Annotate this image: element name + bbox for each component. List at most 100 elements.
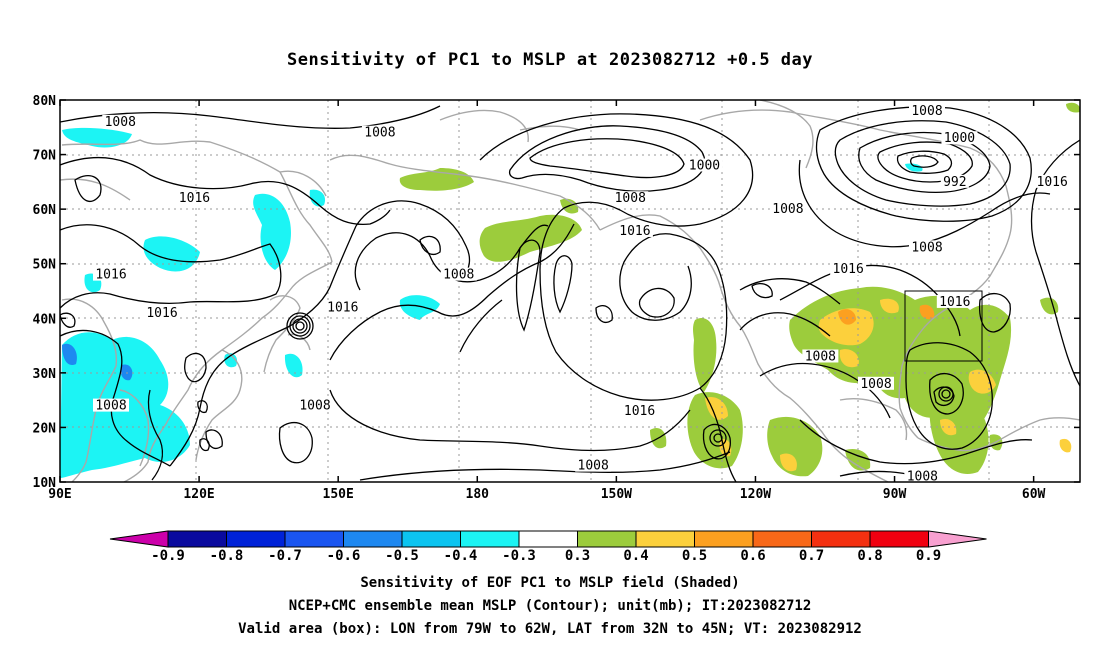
lon-tick-label: 60W bbox=[1022, 487, 1046, 502]
longitude-axis: 90E 120E 150E 180 150W 120W 90W 60W bbox=[48, 100, 1046, 502]
colorbar-segment bbox=[167, 530, 227, 548]
lat-tick-label: 60N bbox=[33, 203, 57, 218]
contour-label-bg bbox=[361, 125, 398, 139]
lat-tick-label: 70N bbox=[33, 149, 57, 164]
colorbar-label: -0.8 bbox=[210, 548, 244, 564]
colorbar-segment bbox=[401, 530, 461, 548]
contour-label: 1008 bbox=[578, 459, 609, 474]
colorbar-label: 0.5 bbox=[682, 548, 707, 564]
lon-tick-label: 150W bbox=[601, 487, 632, 502]
map-border bbox=[59, 99, 1081, 483]
lat-tick-label: 30N bbox=[33, 367, 57, 382]
contour-label: 1008 bbox=[911, 104, 942, 119]
colorbar-label: -0.7 bbox=[268, 548, 302, 564]
latitude-axis: 80N 70N 60N 50N 40N 30N 20N 10N bbox=[33, 94, 1080, 491]
lon-tick-label: 90W bbox=[883, 487, 907, 502]
negative-sensitivity-core bbox=[62, 343, 133, 381]
contour-label: 992 bbox=[943, 175, 966, 190]
lat-tick-label: 20N bbox=[33, 421, 57, 436]
contour-label-bg bbox=[616, 223, 653, 237]
colorbar-label: 0.9 bbox=[916, 548, 941, 564]
colorbar-label: -0.6 bbox=[327, 548, 361, 564]
contour-label: 1008 bbox=[860, 377, 891, 392]
colorbar-segment bbox=[343, 530, 403, 548]
lat-tick-label: 50N bbox=[33, 258, 57, 273]
contour-label: 1016 bbox=[939, 295, 970, 310]
colorbar-segment bbox=[811, 530, 871, 548]
contour-label-bg bbox=[102, 114, 139, 128]
contour-label-bg bbox=[830, 262, 867, 276]
contour-label-bg bbox=[769, 202, 806, 216]
colorbar-label: -0.5 bbox=[385, 548, 419, 564]
contour-label: 1008 bbox=[911, 240, 942, 255]
colorbar-label: -0.3 bbox=[502, 548, 536, 564]
contour-label: 1008 bbox=[805, 349, 836, 364]
contour-label: 1008 bbox=[615, 191, 646, 206]
lon-tick-label: 120E bbox=[183, 487, 214, 502]
contour-label: 1016 bbox=[619, 224, 650, 239]
colorbar-segment bbox=[518, 530, 578, 548]
contour-label-bg bbox=[93, 398, 129, 412]
colorbar-label: 0.8 bbox=[857, 548, 882, 564]
contour-label-bg bbox=[909, 103, 945, 117]
contour-label: 1016 bbox=[95, 268, 126, 283]
contour-label-bg bbox=[909, 240, 945, 254]
colorbar-label: 0.4 bbox=[623, 548, 648, 564]
contour-label-bg bbox=[802, 349, 839, 363]
contour-label: 1016 bbox=[624, 404, 655, 419]
contour-label-bg bbox=[440, 267, 477, 281]
contour-label-bg bbox=[940, 174, 969, 188]
colorbar-max-arrow bbox=[928, 530, 987, 548]
colorbar-segment bbox=[752, 530, 812, 548]
contour-label-bg bbox=[1034, 174, 1071, 188]
colorbar: -0.9 -0.8 -0.7 -0.6 -0.5 -0.4 -0.3 0.3 0.4 0.5 0.6… bbox=[109, 530, 987, 564]
contour-label: 1016 bbox=[146, 306, 177, 321]
colorbar-segment bbox=[694, 530, 754, 548]
lat-tick-label: 40N bbox=[33, 312, 57, 327]
contour-label-bg bbox=[144, 305, 180, 319]
colorbar-segment bbox=[226, 530, 286, 548]
contour-label-bg bbox=[176, 191, 213, 205]
contour-label: 1016 bbox=[1037, 175, 1068, 190]
contour-label: 1008 bbox=[443, 268, 474, 283]
contour-label-bg bbox=[686, 158, 723, 172]
contour-label: 1008 bbox=[299, 399, 330, 414]
lon-tick-label: 90E bbox=[48, 487, 71, 502]
contour-label-bg bbox=[324, 300, 361, 314]
lon-tick-label: 180 bbox=[466, 487, 490, 502]
contour-label-bg bbox=[612, 191, 649, 205]
contour-label-bg bbox=[858, 376, 894, 390]
colorbar-min-arrow bbox=[109, 530, 169, 548]
graticule bbox=[60, 100, 1080, 482]
valid-area-box bbox=[904, 290, 983, 362]
lat-tick-label: 10N bbox=[33, 476, 57, 491]
contour-label-bg bbox=[297, 398, 333, 412]
contour-label-bg bbox=[93, 267, 129, 281]
contour-label: 1000 bbox=[944, 131, 975, 146]
contour-label: 1008 bbox=[105, 115, 136, 130]
contour-label-bg bbox=[941, 131, 978, 145]
colorbar-label: 0.7 bbox=[799, 548, 824, 564]
colorbar-label: 0.3 bbox=[565, 548, 590, 564]
colorbar-segment bbox=[635, 530, 695, 548]
figure-title: Sensitivity of PC1 to MSLP at 2023082712… bbox=[286, 50, 813, 70]
positive-sensitivity-high bbox=[838, 304, 935, 325]
lon-tick-label: 150E bbox=[323, 487, 354, 502]
contour-label-bg bbox=[575, 458, 612, 472]
colorbar-label: 0.6 bbox=[740, 548, 765, 564]
contour-label-bg bbox=[936, 294, 973, 308]
colorbar-segment bbox=[869, 530, 929, 548]
contour-label: 1016 bbox=[833, 262, 864, 277]
contour-label: 1016 bbox=[327, 300, 358, 315]
caption-line-3: Valid area (box): LON from 79W to 62W, L… bbox=[238, 621, 862, 637]
contour-label: 1008 bbox=[95, 399, 126, 414]
contour-label: 1008 bbox=[772, 202, 803, 217]
caption-line-2: NCEP+CMC ensemble mean MSLP (Contour); u… bbox=[288, 598, 812, 614]
contour-label: 1016 bbox=[179, 191, 210, 206]
contour-label: 1008 bbox=[364, 126, 395, 141]
colorbar-label: -0.4 bbox=[444, 548, 478, 564]
contour-label: 1008 bbox=[907, 470, 938, 485]
